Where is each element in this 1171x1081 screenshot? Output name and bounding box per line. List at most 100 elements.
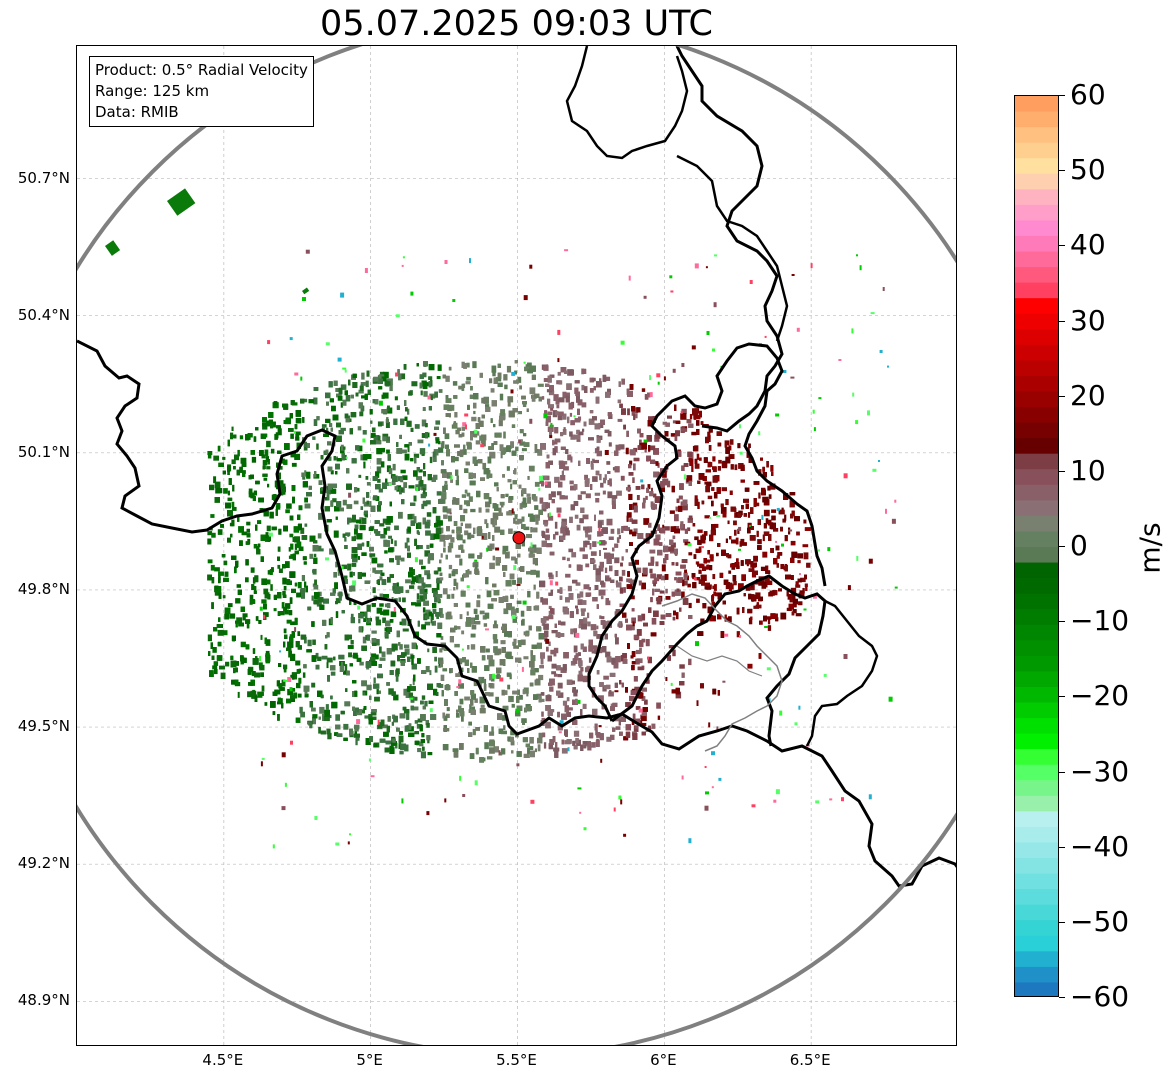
colorbar-tick-label: −20 <box>1070 679 1130 713</box>
colorbar-tick-mark <box>1059 997 1065 998</box>
colorbar-segment <box>1015 826 1058 844</box>
colorbar-segment <box>1015 173 1058 190</box>
colorbar-segment <box>1015 96 1058 113</box>
colorbar-segment <box>1015 764 1058 781</box>
colorbar-segment <box>1015 547 1058 564</box>
colorbar-segment <box>1015 282 1058 299</box>
colorbar-segment <box>1015 795 1058 812</box>
colorbar-segment <box>1015 158 1058 175</box>
colorbar-segment <box>1015 313 1058 330</box>
colorbar-segment <box>1015 422 1058 439</box>
info-data-source: Data: RMIB <box>95 103 179 121</box>
colorbar-segment <box>1015 702 1058 719</box>
colorbar-segment <box>1015 515 1058 533</box>
lat-tick-label: 49.2°N <box>17 854 70 873</box>
colorbar-segment <box>1015 655 1058 673</box>
colorbar-segment <box>1015 966 1058 984</box>
info-range: Range: 125 km <box>95 82 210 100</box>
colorbar-tick-label: 50 <box>1070 153 1106 187</box>
colorbar-segment <box>1015 624 1058 641</box>
colorbar-tick-mark <box>1059 470 1065 472</box>
colorbar-tick-label: 40 <box>1070 228 1106 262</box>
colorbar-tick-label: 20 <box>1070 378 1106 412</box>
colorbar-tick-label: −40 <box>1070 829 1130 863</box>
lat-tick-label: 49.8°N <box>17 579 70 598</box>
info-product: Product: 0.5° Radial Velocity <box>95 61 308 79</box>
colorbar-segment <box>1015 220 1058 237</box>
colorbar-segment <box>1015 469 1058 486</box>
colorbar-tick-mark <box>1059 95 1065 96</box>
colorbar-tick-label: −60 <box>1070 980 1130 1013</box>
border-germany-east <box>805 599 879 747</box>
region-outline-lux-inner <box>676 645 763 677</box>
colorbar-segment <box>1015 562 1058 579</box>
colorbar <box>1014 95 1059 997</box>
lat-tick-label: 49.5°N <box>17 717 70 736</box>
radar-map[interactable] <box>76 45 957 1046</box>
colorbar-tick-mark <box>1059 245 1065 247</box>
colorbar-segment <box>1015 951 1058 968</box>
lon-tick-label: 6.5°E <box>789 1051 831 1069</box>
lon-tick-label: 5.5°E <box>496 1051 537 1069</box>
colorbar-tick-mark <box>1059 696 1065 698</box>
colorbar-segment <box>1015 251 1058 268</box>
colorbar-tick-label: −30 <box>1070 754 1130 788</box>
colorbar-segment <box>1015 593 1058 610</box>
lon-tick-label: 4.5°E <box>202 1051 244 1069</box>
colorbar-gradient <box>1015 96 1058 996</box>
colorbar-segment <box>1015 935 1058 952</box>
colorbar-segment <box>1015 329 1058 346</box>
colorbar-segment <box>1015 484 1058 501</box>
radar-site-marker[interactable] <box>512 531 526 545</box>
radar-map-canvas <box>77 46 956 1045</box>
colorbar-segment <box>1015 267 1058 284</box>
lat-tick-label: 50.4°N <box>17 305 70 324</box>
lat-tick-label: 50.1°N <box>17 442 70 461</box>
colorbar-segment <box>1015 982 1058 996</box>
colorbar-segment <box>1015 889 1058 906</box>
colorbar-segment <box>1015 391 1058 408</box>
border-france-belgium-west <box>77 339 956 888</box>
colorbar-segment <box>1015 858 1058 875</box>
lat-tick-label: 50.7°N <box>17 168 70 187</box>
colorbar-tick-label: 60 <box>1070 78 1106 111</box>
lat-tick-label: 48.9°N <box>17 991 70 1010</box>
radar-echoes <box>105 188 898 849</box>
colorbar-tick-mark <box>1059 170 1065 172</box>
colorbar-segment <box>1015 111 1058 128</box>
colorbar-segment <box>1015 640 1058 657</box>
colorbar-segment <box>1015 142 1058 159</box>
colorbar-segment <box>1015 904 1058 921</box>
region-outline-luxembourg <box>661 593 783 752</box>
colorbar-unit-label: m/s <box>1133 522 1167 574</box>
colorbar-tick-mark <box>1059 621 1065 623</box>
colorbar-segment <box>1015 438 1058 455</box>
colorbar-tick-mark <box>1059 846 1065 848</box>
colorbar-segment <box>1015 609 1058 626</box>
colorbar-segment <box>1015 235 1058 253</box>
border-luxembourg-germany <box>611 574 827 747</box>
colorbar-segment <box>1015 189 1058 206</box>
colorbar-segment <box>1015 127 1058 144</box>
colorbar-segment <box>1015 780 1058 797</box>
colorbar-tick-mark <box>1059 771 1065 773</box>
map-title: 05.07.2025 09:03 UTC <box>320 4 713 44</box>
colorbar-segment <box>1015 360 1058 377</box>
colorbar-segment <box>1015 500 1058 517</box>
colorbar-segment <box>1015 811 1058 828</box>
colorbar-tick-mark <box>1059 921 1065 923</box>
colorbar-tick-mark <box>1059 320 1065 322</box>
colorbar-segment <box>1015 298 1058 315</box>
colorbar-segment <box>1015 407 1058 424</box>
colorbar-tick-mark <box>1059 395 1065 397</box>
colorbar-tick-label: 0 <box>1070 529 1088 562</box>
colorbar-segment <box>1015 671 1058 688</box>
colorbar-segment <box>1015 873 1058 890</box>
colorbar-tick-label: 10 <box>1070 453 1106 487</box>
colorbar-tick-label: 30 <box>1070 303 1106 337</box>
border-belgium-luxembourg <box>587 342 827 722</box>
border-germany-north-east <box>676 154 789 342</box>
colorbar-segment <box>1015 842 1058 859</box>
colorbar-segment <box>1015 578 1058 595</box>
colorbar-segment <box>1015 718 1058 735</box>
